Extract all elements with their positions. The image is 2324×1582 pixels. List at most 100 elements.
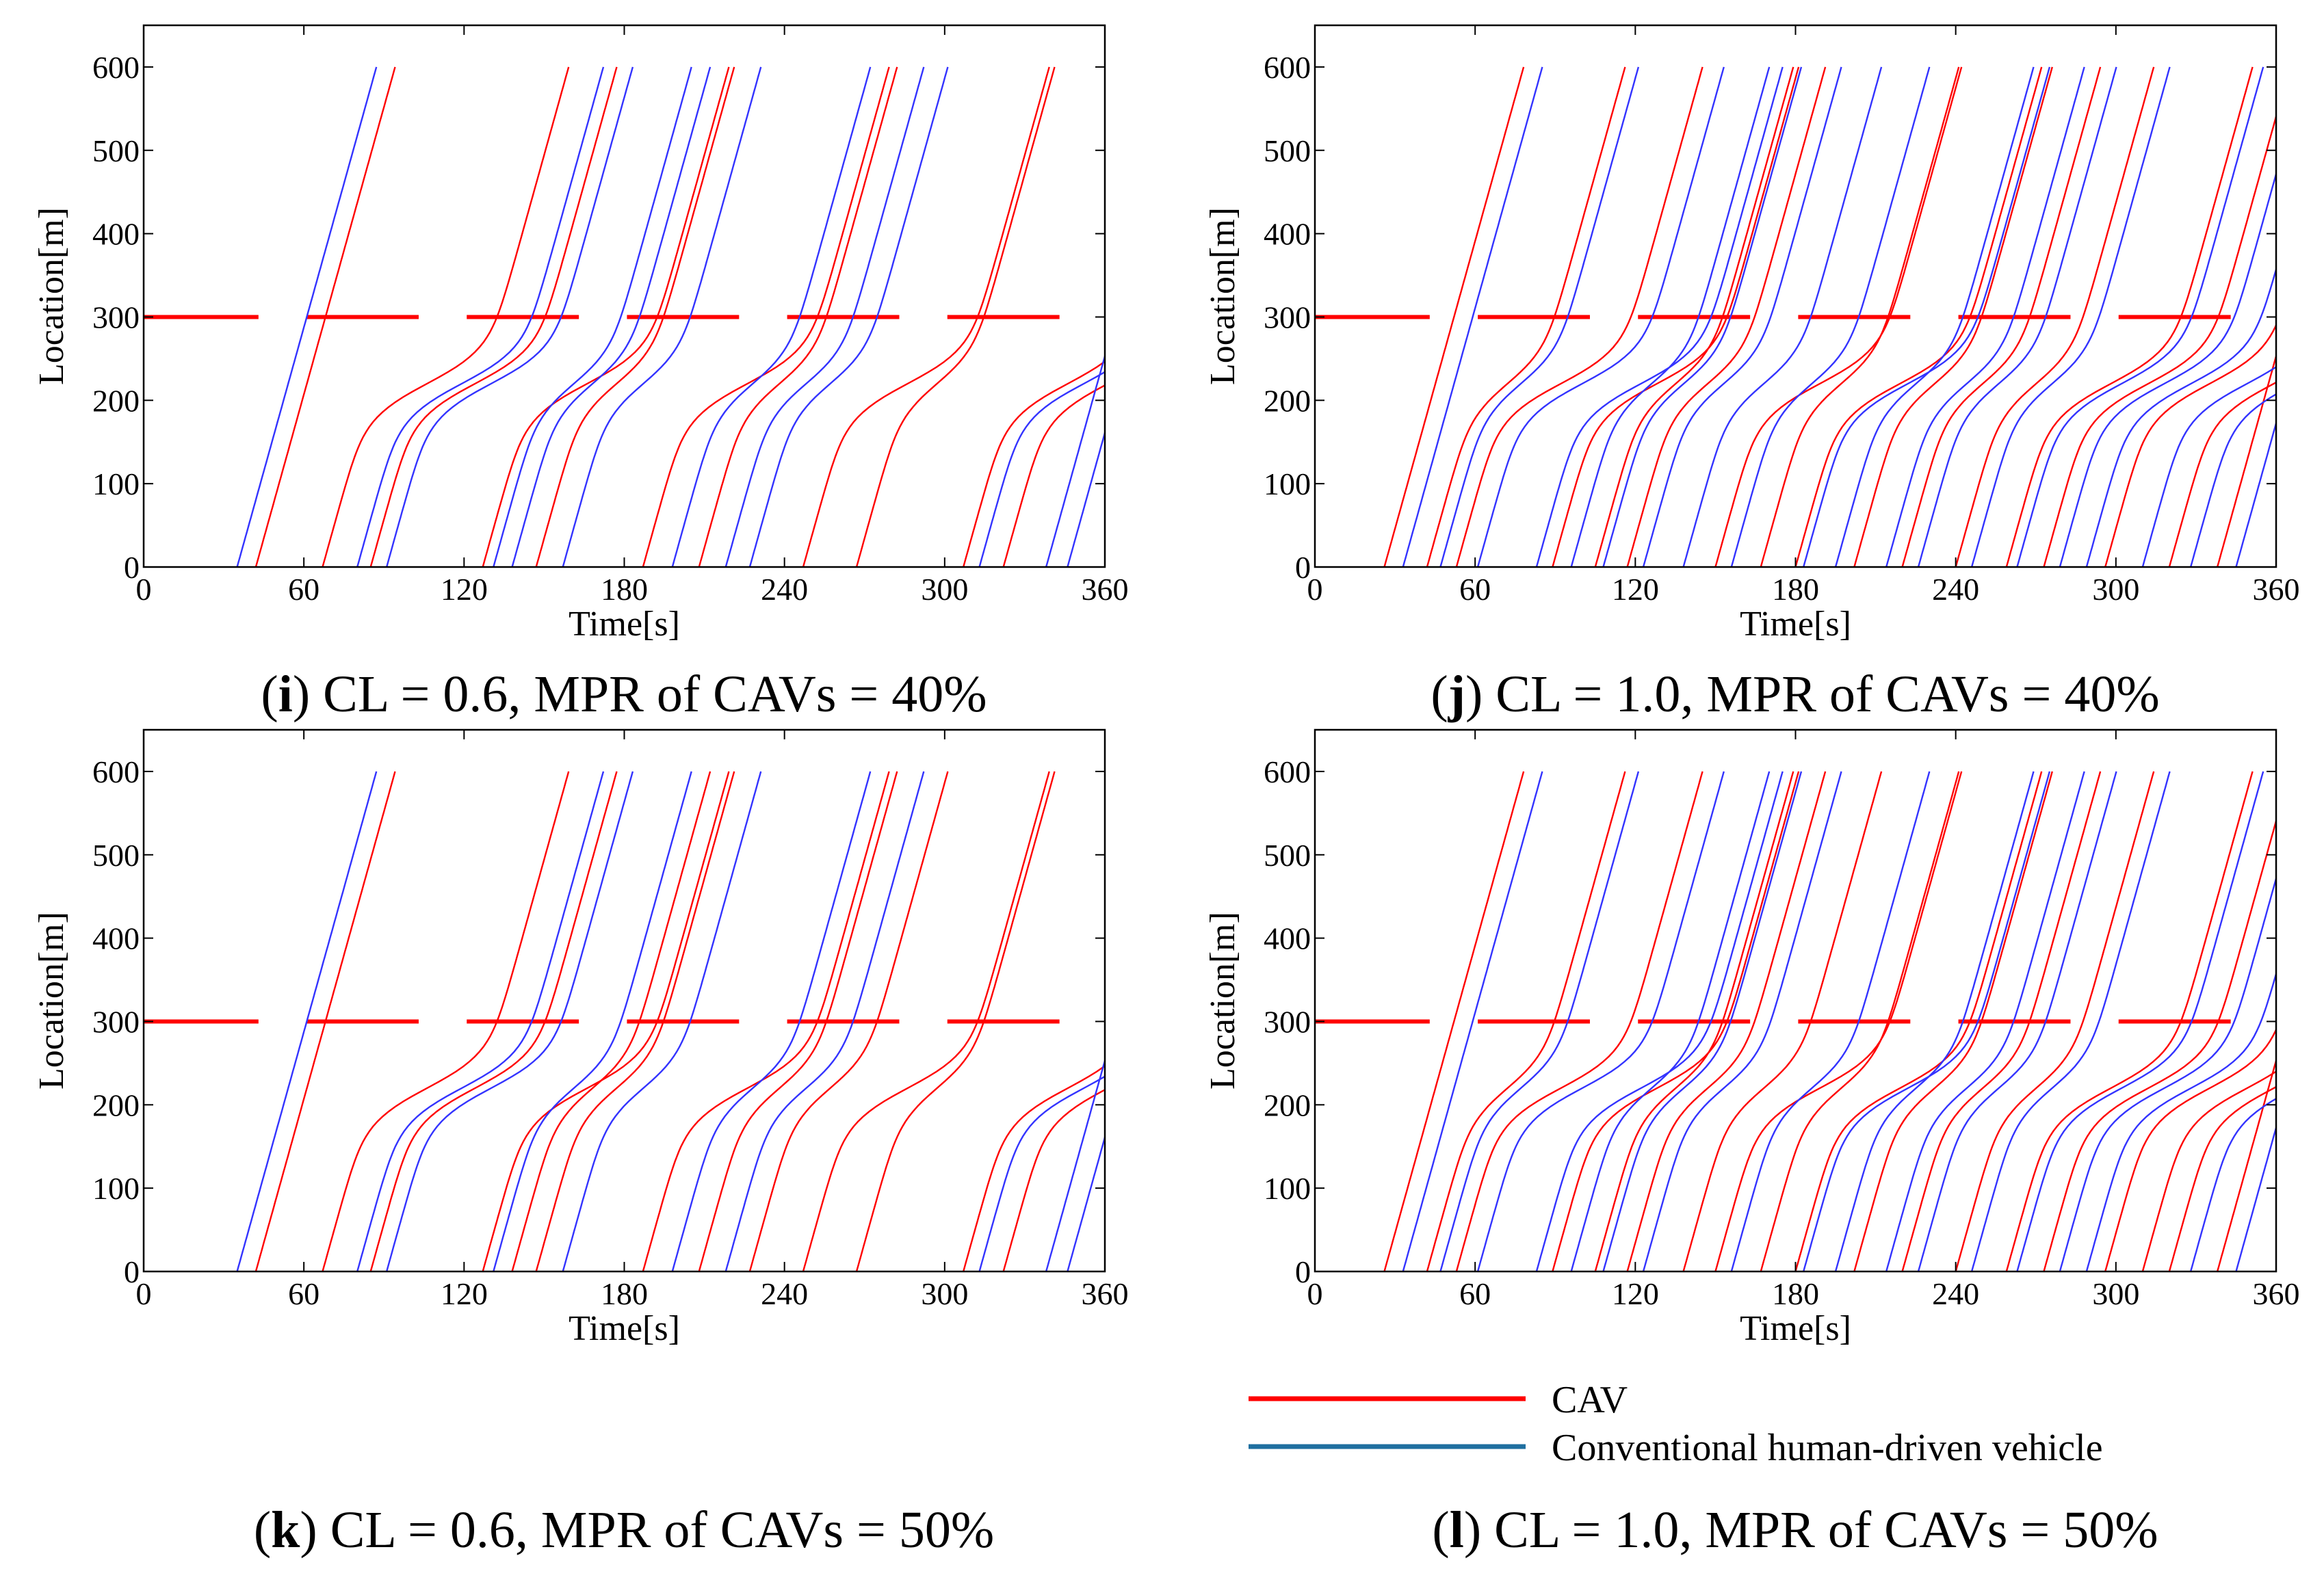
cav-trajectory-13: [2005, 771, 2254, 1271]
hdv-trajectory-9: [1803, 66, 2051, 567]
cav-trajectory-11: [963, 1064, 1105, 1271]
caption-letter: j: [1448, 665, 1465, 723]
hdv-trajectory-3: [493, 66, 692, 567]
caption-paren-close: ): [293, 665, 310, 723]
cav-trajectory-3: [1552, 66, 1800, 567]
caption-letter: i: [278, 665, 293, 723]
x-tick-label: 300: [2092, 1276, 2139, 1311]
x-tick-label: 240: [761, 572, 808, 607]
x-tick-label: 0: [1307, 1276, 1323, 1311]
hdv-trajectory-5: [1602, 771, 1803, 1271]
caption-paren-open: (: [261, 665, 278, 723]
cav-trajectory-18: [2216, 1057, 2276, 1271]
cav-trajectory-10: [855, 771, 1056, 1271]
hdv-trajectory-15: [2059, 170, 2276, 567]
hdv-trajectory-18: [2189, 393, 2276, 567]
hdv-trajectory-4: [1570, 771, 1771, 1271]
hdv-trajectory-13: [2016, 771, 2264, 1271]
plot-area: [144, 66, 1105, 567]
hdv-trajectory-4: [511, 66, 711, 567]
x-tick-label: 0: [1307, 572, 1323, 607]
hdv-trajectory-11: [1885, 66, 2085, 567]
hdv-trajectory-0: [236, 771, 378, 1271]
cav-trajectory-4: [1594, 771, 1794, 1271]
plot-area: [144, 771, 1105, 1271]
hdv-trajectory-7: [978, 1075, 1105, 1271]
cav-trajectory-2: [369, 66, 618, 567]
cav-trajectory-5: [1626, 66, 1827, 567]
cav-trajectory-11: [1901, 771, 2102, 1271]
caption-l: (l) CL = 1.0, MPR of CAVs = 50%: [1432, 1501, 2158, 1559]
y-tick-label: 100: [92, 466, 140, 501]
caption-i: (i) CL = 0.6, MPR of CAVs = 40%: [261, 665, 987, 723]
x-tick-label: 60: [288, 572, 319, 607]
hdv-trajectory-8: [1045, 1057, 1105, 1271]
chart-panel-l: 0 60 120 180 240 300 360 0 100 200 300 400 500 600 Tim…: [1203, 728, 2300, 1348]
hdv-trajectory-6: [1642, 66, 1842, 567]
hdv-trajectory-5: [671, 771, 872, 1271]
caption-text: CL = 1.0, MPR of CAVs = 40%: [1483, 665, 2159, 723]
x-tick-label: 240: [761, 1276, 808, 1311]
cav-trajectory-1: [1426, 66, 1626, 567]
x-tick-label: 360: [2253, 572, 2300, 607]
cav-trajectory-0: [254, 66, 396, 567]
hdv-trajectory-12: [1970, 771, 2171, 1271]
x-tick-label: 240: [1932, 572, 1979, 607]
cav-trajectory-6: [642, 771, 890, 1271]
hdv-trajectory-7: [1682, 66, 1883, 567]
cav-trajectory-0: [1383, 66, 1525, 567]
caption-j: (j) CL = 1.0, MPR of CAVs = 40%: [1431, 665, 2159, 723]
y-tick-label: 500: [92, 838, 140, 873]
x-tick-label: 300: [921, 1276, 968, 1311]
y-tick-label: 100: [1264, 1171, 1311, 1206]
cav-trajectory-6: [1682, 771, 1883, 1271]
cav-trajectory-5: [535, 771, 735, 1271]
y-tick-label: 0: [1295, 550, 1311, 585]
y-tick-label: 600: [92, 50, 140, 85]
cav-trajectory-11: [1955, 66, 2155, 567]
cav-trajectory-1: [322, 771, 570, 1271]
plot-area: [1315, 66, 2276, 567]
hdv-trajectory-2: [1476, 66, 1725, 567]
hdv-trajectory-9: [1067, 1134, 1105, 1271]
cav-trajectory-0: [254, 771, 396, 1271]
cav-trajectory-15: [2104, 1027, 2276, 1271]
hdv-trajectory-10: [1045, 353, 1105, 567]
hdv-trajectory-1: [1439, 771, 1640, 1271]
x-tick-label: 180: [1772, 572, 1819, 607]
caption-paren-open: (: [1431, 665, 1448, 723]
hdv-trajectory-0: [1402, 771, 1543, 1271]
x-tick-label: 180: [601, 1276, 648, 1311]
hdv-trajectory-4: [1570, 66, 1771, 567]
hdv-trajectory-2: [1476, 771, 1725, 1271]
x-tick-label: 120: [441, 1276, 488, 1311]
hdv-trajectory-7: [724, 66, 925, 567]
y-tick-label: 600: [1264, 50, 1311, 85]
x-tick-label: 360: [2253, 1276, 2300, 1311]
cav-trajectory-14: [2104, 323, 2276, 567]
hdv-trajectory-16: [2189, 1098, 2276, 1271]
caption-paren-open: (: [254, 1501, 271, 1559]
x-tick-label: 120: [1612, 572, 1659, 607]
captions: (i) CL = 0.6, MPR of CAVs = 40% (j) CL = …: [254, 665, 2160, 1559]
hdv-trajectory-0: [1402, 66, 1543, 567]
cav-trajectory-3: [482, 66, 730, 567]
cav-trajectory-16: [2141, 1070, 2276, 1271]
y-tick-label: 400: [1264, 217, 1311, 252]
y-tick-label: 600: [1264, 754, 1311, 789]
hdv-trajectory-14: [2016, 66, 2264, 567]
cav-trajectory-4: [1594, 66, 1794, 567]
hdv-trajectory-9: [978, 371, 1105, 567]
hdv-trajectory-5: [562, 66, 762, 567]
hdv-trajectory-8: [1803, 771, 2051, 1271]
x-tick-label: 360: [1082, 1276, 1129, 1311]
cav-trajectory-10: [1002, 384, 1105, 567]
cav-trajectory-8: [855, 66, 1056, 567]
hdv-trajectory-0: [236, 66, 378, 567]
cav-trajectory-17: [2168, 1085, 2276, 1271]
cav-trajectory-12: [2005, 66, 2254, 567]
y-axis-label: Location[m]: [1203, 912, 1242, 1090]
caption-letter: l: [1450, 1501, 1464, 1559]
hdv-trajectory-1: [356, 771, 605, 1271]
